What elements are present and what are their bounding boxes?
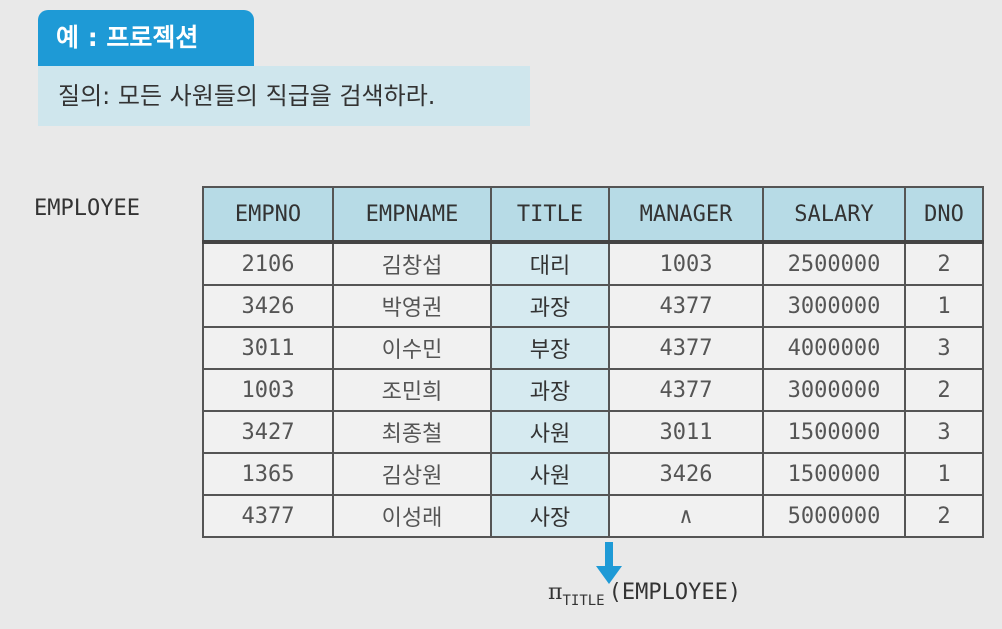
table-cell: 2 — [904, 368, 984, 412]
table-row: 4377 이성래 사장 ∧ 5000000 2 — [202, 494, 984, 538]
projection-relation: (EMPLOYEE) — [608, 580, 742, 605]
table-row: 3011 이수민 부장 4377 4000000 3 — [202, 326, 984, 370]
table-cell: 4377 — [608, 284, 764, 328]
projection-expression: πTITLE (EMPLOYEE) — [548, 580, 742, 609]
table-cell: 4000000 — [762, 326, 906, 370]
table-cell: 4377 — [202, 494, 334, 538]
table-cell: ∧ — [608, 494, 764, 538]
table-cell: 1500000 — [762, 452, 906, 496]
table-cell: 4377 — [608, 368, 764, 412]
table-cell: 사원 — [490, 452, 610, 496]
column-header: TITLE — [490, 186, 610, 243]
table-cell: 1 — [904, 284, 984, 328]
table-row: 1365 김상원 사원 3426 1500000 1 — [202, 452, 984, 496]
table-cell: 5000000 — [762, 494, 906, 538]
table-cell: 3426 — [608, 452, 764, 496]
table-cell: 사원 — [490, 410, 610, 454]
table-cell: 과장 — [490, 284, 610, 328]
table-header-row: EMPNO EMPNAME TITLE MANAGER SALARY DNO — [202, 186, 984, 243]
employee-table: EMPNO EMPNAME TITLE MANAGER SALARY DNO 2… — [202, 186, 984, 538]
table-cell: 1003 — [608, 241, 764, 286]
down-arrow-icon — [596, 542, 622, 584]
query-text: 질의: 모든 사원들의 직급을 검색하라. — [38, 66, 530, 126]
table-cell: 3 — [904, 326, 984, 370]
table-row: 3427 최종철 사원 3011 1500000 3 — [202, 410, 984, 454]
table-cell: 1500000 — [762, 410, 906, 454]
column-header: EMPNO — [202, 186, 334, 243]
table-row: 1003 조민희 과장 4377 3000000 2 — [202, 368, 984, 412]
table-cell: 3000000 — [762, 284, 906, 328]
column-header: EMPNAME — [332, 186, 492, 243]
table-cell: 1 — [904, 452, 984, 496]
table-cell: 3011 — [202, 326, 334, 370]
projection-attribute: TITLE — [562, 593, 605, 609]
table-row: 2106 김창섭 대리 1003 2500000 2 — [202, 241, 984, 286]
table-cell: 최종철 — [332, 410, 492, 454]
table-cell: 대리 — [490, 241, 610, 286]
column-header: DNO — [904, 186, 984, 243]
table-cell: 이수민 — [332, 326, 492, 370]
table-row: 3426 박영권 과장 4377 3000000 1 — [202, 284, 984, 328]
table-cell: 과장 — [490, 368, 610, 412]
table-cell: 박영권 — [332, 284, 492, 328]
column-header: MANAGER — [608, 186, 764, 243]
table-cell: 2500000 — [762, 241, 906, 286]
table-cell: 조민희 — [332, 368, 492, 412]
table-cell: 3427 — [202, 410, 334, 454]
table-cell: 3011 — [608, 410, 764, 454]
table-name: EMPLOYEE — [34, 196, 140, 221]
example-badge: 예 : 프로젝션 — [38, 10, 254, 66]
table-cell: 김창섭 — [332, 241, 492, 286]
table-cell: 3426 — [202, 284, 334, 328]
table-cell: 이성래 — [332, 494, 492, 538]
table-cell: 2106 — [202, 241, 334, 286]
table-cell: 김상원 — [332, 452, 492, 496]
table-cell: 사장 — [490, 494, 610, 538]
table-cell: 3 — [904, 410, 984, 454]
table-cell: 3000000 — [762, 368, 906, 412]
table-cell: 1365 — [202, 452, 334, 496]
table-cell: 2 — [904, 494, 984, 538]
table-cell: 1003 — [202, 368, 334, 412]
column-header: SALARY — [762, 186, 906, 243]
table-cell: 부장 — [490, 326, 610, 370]
table-cell: 2 — [904, 241, 984, 286]
table-cell: 4377 — [608, 326, 764, 370]
pi-symbol: π — [548, 580, 563, 605]
